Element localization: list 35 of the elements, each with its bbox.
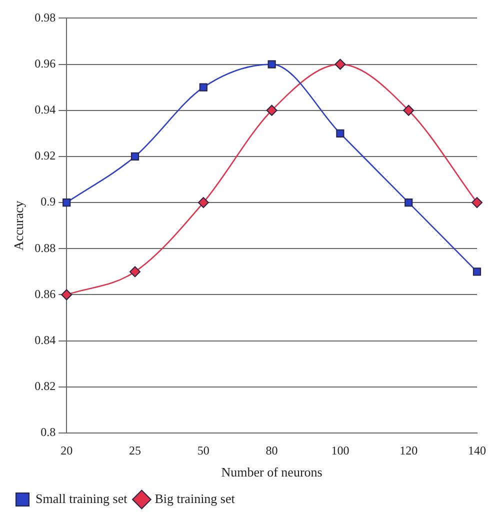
x-tick-label: 50 — [197, 443, 210, 458]
point — [336, 129, 344, 138]
y-axis-title: Accuracy — [11, 200, 26, 251]
y-tick-label: 0.96 — [34, 56, 56, 70]
point — [62, 198, 71, 207]
y-tick-label: 0.98 — [34, 10, 56, 24]
point — [268, 60, 276, 68]
y-tick-label: 0.92 — [34, 148, 56, 163]
point — [403, 104, 414, 116]
legend-label: Big training set — [154, 490, 236, 506]
point — [130, 266, 140, 278]
point — [61, 289, 72, 300]
x-tick-label: 120 — [400, 443, 418, 458]
y-tick-label: 0.9 — [40, 194, 56, 209]
y-tick-label: 0.88 — [34, 240, 56, 255]
x-axis-title: Number of neurons — [221, 464, 322, 480]
x-tick-label: 100 — [331, 443, 350, 458]
point — [472, 197, 482, 208]
x-tick-label: 20 — [60, 443, 73, 458]
point — [199, 83, 208, 92]
point — [198, 197, 209, 208]
y-tick-label: 0.94 — [34, 102, 56, 117]
x-tick-label: 140 — [468, 443, 486, 458]
point — [334, 58, 346, 70]
point — [404, 198, 413, 207]
y-tick-label: 0.84 — [34, 332, 56, 347]
point — [266, 104, 278, 116]
y-tick-label: 0.8 — [40, 425, 56, 440]
y-tick-label: 0.86 — [34, 286, 56, 301]
x-tick-label: 80 — [266, 443, 278, 458]
y-tick-label: 0.82 — [34, 379, 56, 394]
legend-label: Small training set — [36, 490, 128, 506]
point — [472, 268, 482, 276]
point — [130, 152, 140, 160]
x-tick-label: 25 — [129, 443, 141, 458]
